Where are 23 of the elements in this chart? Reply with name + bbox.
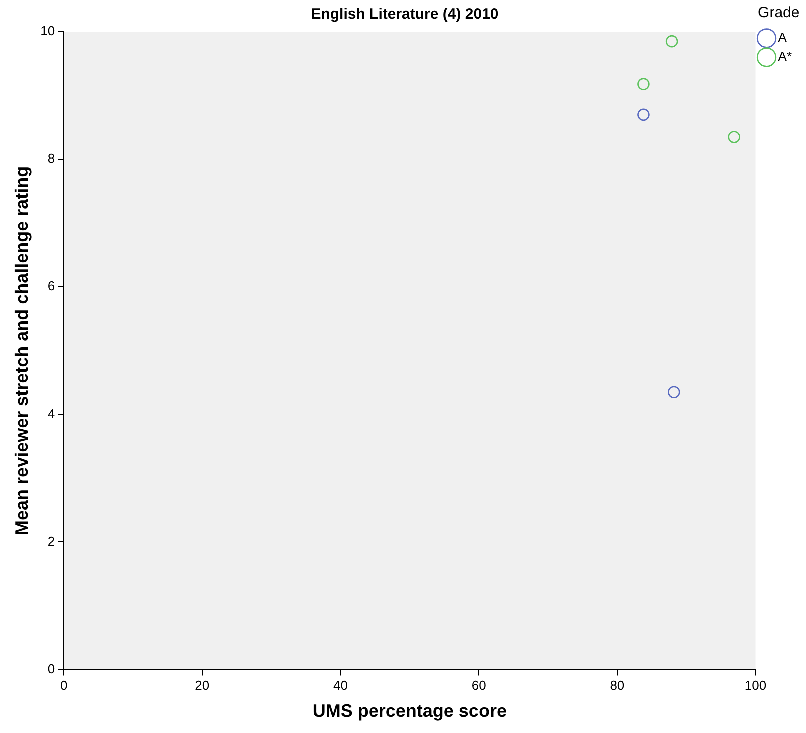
legend-title: Grade (758, 4, 800, 22)
point (728, 131, 740, 144)
legend-label: A* (778, 49, 792, 64)
y-tick-label: 0 (48, 661, 56, 676)
legend-label: A (778, 30, 788, 46)
point (638, 78, 650, 90)
y-tick-label: 8 (48, 151, 56, 166)
y-tick-label: 10 (40, 24, 56, 39)
point (638, 108, 650, 122)
x-tick-label: 0 (60, 678, 68, 694)
y-tick-label: 4 (48, 406, 56, 422)
x-tick-label: 80 (610, 678, 625, 694)
x-tick-label: 60 (472, 678, 486, 694)
y-tick-label: 2 (48, 534, 56, 549)
point (668, 386, 680, 399)
x-tick-label: 100 (744, 678, 767, 694)
point (666, 35, 678, 48)
y-axis-title: Mean reviewer stretch and challenge rating (12, 166, 32, 536)
x-tick-label: 20 (195, 678, 210, 694)
chart-title: English Literature (4) 2010 (311, 6, 499, 24)
y-tick-label: 6 (48, 278, 56, 294)
x-tick-label: 40 (334, 678, 348, 694)
x-axis-title: UMS percentage score (312, 701, 507, 722)
